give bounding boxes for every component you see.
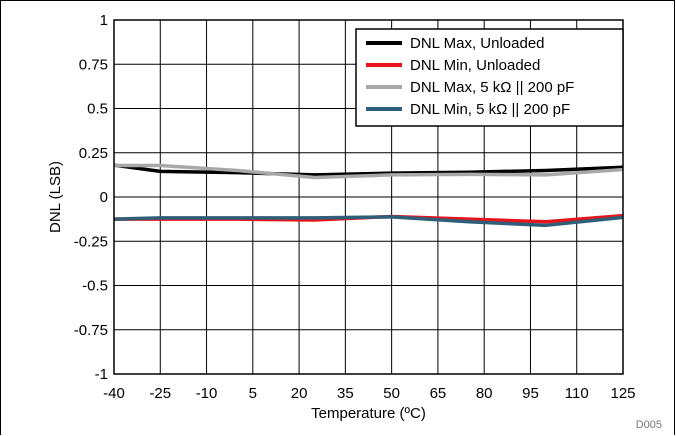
x-tick-label: 20 — [291, 385, 308, 402]
y-tick-label: -0.25 — [74, 233, 108, 250]
x-tick-label: 110 — [565, 385, 589, 402]
y-tick-label: -0.5 — [82, 278, 108, 295]
x-tick-label: 125 — [610, 385, 635, 402]
x-tick-label: 95 — [522, 385, 539, 402]
x-tick-label: 5 — [249, 385, 257, 402]
y-tick-label: 0.5 — [87, 101, 108, 118]
x-tick-label: -10 — [196, 385, 218, 402]
series-line — [113, 163, 624, 177]
y-tick-label: 0.75 — [79, 56, 108, 73]
legend-label: DNL Max, 5 kΩ || 200 pF — [410, 79, 574, 96]
series-lines — [113, 163, 624, 228]
y-axis-title: DNL (LSB) — [47, 161, 64, 233]
x-tick-label: -40 — [103, 385, 125, 402]
y-tick-labels: -1 -0.75 -0.5 -0.25 0 0.25 0.5 0.75 1 — [74, 12, 108, 383]
legend-label: DNL Max, Unloaded — [410, 35, 545, 52]
series-line — [114, 163, 624, 180]
x-tick-labels: -40 -25 -10 5 20 35 50 65 80 95 110 125 — [103, 385, 635, 402]
x-tick-label: 65 — [430, 385, 447, 402]
y-tick-label: 0.25 — [79, 145, 108, 162]
figure-code: D005 — [636, 419, 662, 431]
x-tick-label: 80 — [476, 385, 493, 402]
y-tick-label: 0 — [100, 189, 108, 206]
x-tick-label: 50 — [383, 385, 400, 402]
x-tick-label: 35 — [337, 385, 354, 402]
legend: DNL Max, Unloaded DNL Min, Unloaded DNL Ma… — [355, 28, 624, 127]
y-tick-label: -0.75 — [74, 322, 108, 339]
legend-label: DNL Min, 5 kΩ || 200 pF — [410, 101, 570, 118]
x-tick-label: -25 — [149, 385, 171, 402]
legend-label: DNL Min, Unloaded — [410, 57, 540, 74]
y-tick-label: 1 — [100, 12, 108, 29]
x-axis-title: Temperature (ºC) — [311, 405, 426, 422]
series-line — [113, 215, 624, 228]
y-tick-label: -1 — [95, 366, 108, 383]
plot-area-border — [113, 19, 624, 375]
